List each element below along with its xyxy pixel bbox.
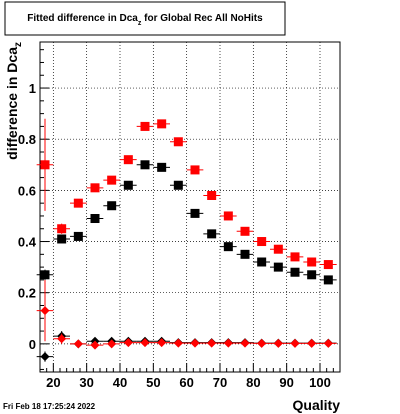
y-tick-label: 0.4 <box>18 235 37 250</box>
data-point-square <box>190 165 200 175</box>
data-point-diamond <box>157 338 167 348</box>
data-point-square <box>173 137 183 147</box>
y-tick-label: 1 <box>29 81 36 96</box>
timestamp-footer: Fri Feb 18 17:25:24 2022 <box>3 402 96 411</box>
data-point-square <box>207 229 217 239</box>
data-point-diamond <box>123 338 133 348</box>
data-point-square <box>207 190 217 200</box>
y-tick-label: 0.2 <box>18 286 36 301</box>
data-point-square <box>257 257 267 267</box>
series-3-diamond-markers <box>36 279 337 350</box>
data-point-square <box>123 155 133 165</box>
data-point-square <box>273 262 283 272</box>
data-point-square <box>290 252 300 262</box>
y-tick-label: 0 <box>29 337 36 352</box>
plot-frame <box>39 41 341 373</box>
tick-labels: 20 30 40 50 60 70 80 90 100 0 0.2 0.4 0.6 0.8 1 <box>18 81 331 390</box>
data-point-square <box>90 183 100 193</box>
data-point-square <box>40 270 50 280</box>
x-tick-label: 40 <box>113 375 127 390</box>
data-point-diamond <box>40 306 50 316</box>
data-point-square <box>40 160 50 170</box>
data-point-diamond <box>257 338 267 348</box>
data-point-square <box>290 267 300 277</box>
data-point-diamond <box>107 339 117 349</box>
data-point-square <box>257 237 267 247</box>
data-point-diamond <box>140 338 150 348</box>
data-point-square <box>123 180 133 190</box>
x-tick-label: 30 <box>79 375 93 390</box>
x-tick-label: 60 <box>179 375 193 390</box>
data-point-square <box>223 211 233 221</box>
data-point-square <box>223 242 233 252</box>
data-point-diamond <box>57 334 67 344</box>
data-point-square <box>140 160 150 170</box>
data-point-diamond <box>73 339 83 349</box>
x-axis-label: Quality <box>293 397 341 413</box>
y-tick-label: 0.8 <box>18 132 36 147</box>
data-point-square <box>157 162 167 172</box>
data-point-square <box>307 257 317 267</box>
axis-ticks <box>40 49 334 372</box>
data-point-square <box>57 224 67 234</box>
data-point-diamond <box>190 338 200 348</box>
data-point-square <box>107 175 117 185</box>
data-point-diamond <box>173 338 183 348</box>
data-point-square <box>323 275 333 285</box>
data-marks <box>36 118 337 362</box>
data-point-diamond <box>223 338 233 348</box>
data-point-square <box>90 214 100 224</box>
data-point-square <box>73 198 83 208</box>
data-point-square <box>57 234 67 244</box>
data-point-diamond <box>273 338 283 348</box>
grid-lines <box>40 42 340 372</box>
series-0-square-markers <box>36 160 337 285</box>
data-point-diamond <box>40 352 50 362</box>
data-point-square <box>173 180 183 190</box>
x-tick-label: 100 <box>309 375 331 390</box>
x-tick-label: 70 <box>213 375 227 390</box>
x-tick-label: 50 <box>146 375 160 390</box>
data-point-diamond <box>90 340 100 350</box>
data-point-square <box>307 270 317 280</box>
data-point-square <box>190 208 200 218</box>
series-1-square-markers <box>36 118 337 270</box>
y-axis-label: difference in Dcaz <box>4 42 24 160</box>
data-point-diamond <box>307 338 317 348</box>
data-point-square <box>240 226 250 236</box>
data-point-square <box>107 201 117 211</box>
title-box <box>4 1 286 36</box>
data-point-square <box>140 121 150 131</box>
data-point-square <box>73 231 83 241</box>
x-tick-label: 90 <box>279 375 293 390</box>
x-tick-label: 20 <box>46 375 60 390</box>
data-point-square <box>323 260 333 270</box>
data-point-diamond <box>323 338 333 348</box>
x-tick-label: 80 <box>246 375 260 390</box>
data-point-square <box>240 249 250 259</box>
y-tick-label: 0.6 <box>18 183 36 198</box>
chart-title: Fitted difference in Dcaz for Global Rec… <box>27 13 263 27</box>
data-point-diamond <box>240 338 250 348</box>
data-point-square <box>273 244 283 254</box>
data-point-diamond <box>290 338 300 348</box>
data-point-diamond <box>207 338 217 348</box>
data-point-square <box>157 119 167 129</box>
